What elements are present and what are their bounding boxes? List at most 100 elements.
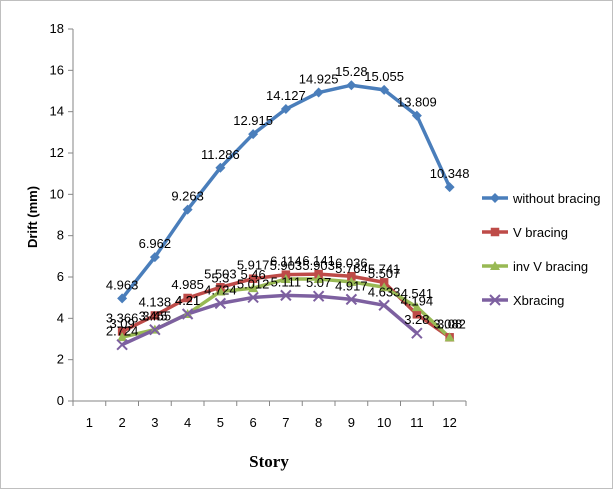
data-label: 6.962 xyxy=(139,236,172,251)
triangle-marker xyxy=(490,261,500,270)
diamond-marker xyxy=(411,110,422,121)
data-label: 3.455 xyxy=(139,309,172,324)
data-label: 14.925 xyxy=(299,72,339,87)
data-label: 3.366 xyxy=(106,310,139,325)
data-label: 4.138 xyxy=(139,294,172,309)
x-marker xyxy=(116,338,128,351)
data-label: 4.917 xyxy=(335,278,368,293)
data-label: 5.3 xyxy=(211,270,229,285)
x-marker xyxy=(345,293,358,306)
data-label: 5.507 xyxy=(368,266,401,281)
x-marker xyxy=(378,299,390,311)
x-tick-label: 2 xyxy=(119,415,126,430)
triangle-marker xyxy=(215,286,226,296)
diamond-marker xyxy=(346,80,357,91)
x-marker xyxy=(489,294,501,306)
square-marker xyxy=(412,310,422,319)
square-marker xyxy=(490,227,500,237)
diamond-marker xyxy=(313,87,324,98)
x-marker xyxy=(312,290,325,302)
data-label: 14.127 xyxy=(266,88,306,103)
x-tick-label: 5 xyxy=(217,415,224,430)
diamond-marker xyxy=(215,162,226,173)
x-tick-label: 9 xyxy=(348,415,355,430)
data-label: 5.903 xyxy=(270,258,303,273)
data-label: 6.114 xyxy=(270,254,302,269)
y-axis-title: Drift (mm) xyxy=(25,186,40,248)
y-tick-label: 0 xyxy=(57,393,64,408)
data-label: 4.633 xyxy=(368,284,401,299)
data-label: 2.724 xyxy=(106,324,139,339)
y-tick-label: 12 xyxy=(50,145,64,160)
triangle-marker xyxy=(117,332,128,342)
diamond-marker xyxy=(149,252,160,263)
data-label: 4.194 xyxy=(401,293,434,308)
y-tick-label: 4 xyxy=(57,310,64,325)
square-marker xyxy=(347,272,356,281)
data-label: 13.809 xyxy=(397,95,437,110)
triangle-marker xyxy=(411,302,422,312)
data-label: 5.46 xyxy=(240,267,265,282)
data-label: 4.985 xyxy=(171,277,204,292)
data-label: 3.09 xyxy=(109,316,134,331)
data-label: 3.28 xyxy=(404,312,429,327)
data-label: 11.286 xyxy=(201,147,240,162)
data-label: 5.764 xyxy=(335,261,368,276)
diamond-marker xyxy=(444,182,455,193)
data-label: 3.082 xyxy=(433,316,466,331)
diamond-marker xyxy=(490,193,500,203)
y-tick-label: 18 xyxy=(50,21,64,36)
y-tick-label: 8 xyxy=(57,228,64,243)
triangle-marker xyxy=(346,276,357,286)
legend-label: V bracing xyxy=(513,225,568,240)
data-label: 12.915 xyxy=(233,113,273,128)
data-label: 5.741 xyxy=(368,261,401,276)
data-label: 5.012 xyxy=(237,276,270,291)
legend-label: Xbracing xyxy=(513,293,564,308)
series-line xyxy=(121,293,419,347)
x-tick-label: 11 xyxy=(410,415,424,430)
diamond-marker xyxy=(379,84,390,95)
y-tick-label: 16 xyxy=(50,62,64,77)
legend: without bracing V bracing inv V bracing Xbr… xyxy=(482,191,600,308)
axes xyxy=(68,28,467,406)
square-marker xyxy=(248,274,258,283)
data-label: 5.903 xyxy=(302,258,335,273)
x-tick-label: 3 xyxy=(151,415,158,430)
data-label: 9.263 xyxy=(171,189,204,204)
legend-label: inv V bracing xyxy=(513,259,588,274)
triangle-marker xyxy=(313,274,324,284)
y-tick-label: 10 xyxy=(50,186,64,201)
series-markers xyxy=(116,80,455,351)
x-tick-label: 12 xyxy=(442,415,456,430)
x-tick-label: 6 xyxy=(250,415,257,430)
data-label: 4.21 xyxy=(175,293,200,308)
square-marker xyxy=(150,311,160,320)
x-tick-label: 4 xyxy=(184,415,191,430)
data-label: 4.21 xyxy=(175,293,200,308)
triangle-marker xyxy=(379,282,390,292)
data-label: 15.28 xyxy=(335,64,368,79)
data-label: 4.963 xyxy=(106,277,139,292)
data-label: 3.08 xyxy=(437,316,462,331)
triangle-marker xyxy=(248,283,259,293)
diamond-marker xyxy=(182,204,193,215)
data-label: 5.917 xyxy=(237,258,270,273)
data-label: 3.45 xyxy=(142,309,167,324)
square-marker xyxy=(183,293,192,303)
data-label: 6.036 xyxy=(335,255,368,270)
diamond-marker xyxy=(248,129,259,140)
x-marker xyxy=(149,323,161,336)
x-axis-title: Story xyxy=(249,452,289,471)
x-marker xyxy=(214,297,227,310)
diamond-marker xyxy=(280,104,291,115)
legend-label: without bracing xyxy=(512,191,600,206)
y-tick-labels: 0 2 4 6 8 10 12 14 16 18 xyxy=(50,21,64,408)
x-tick-label: 7 xyxy=(282,415,289,430)
data-label: 6.141 xyxy=(302,253,335,268)
data-label: 5.07 xyxy=(306,275,331,290)
data-label: 5.503 xyxy=(204,266,237,281)
triangle-marker xyxy=(280,274,291,284)
